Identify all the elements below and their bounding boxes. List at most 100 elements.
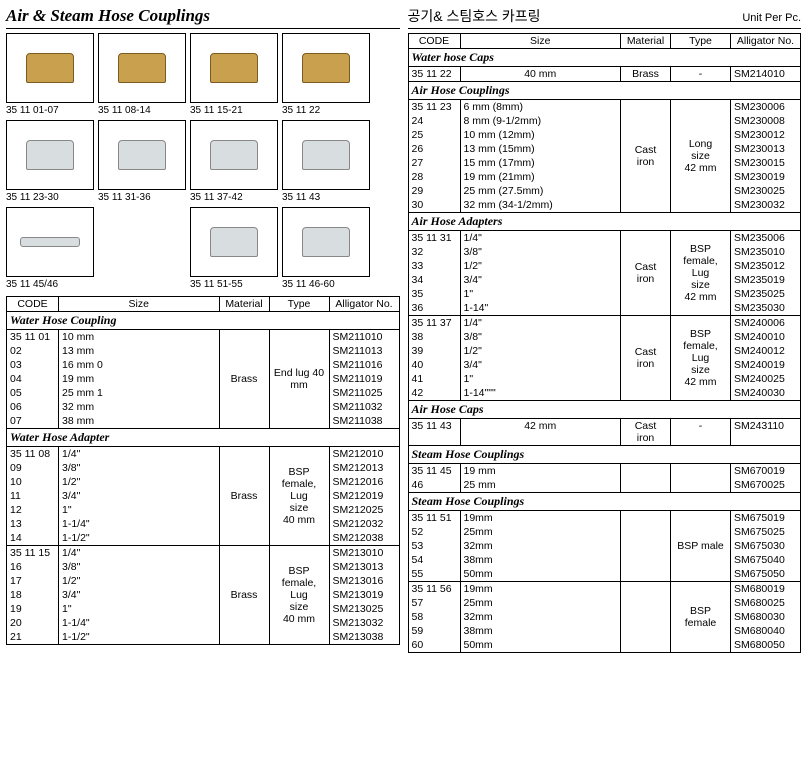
title-english: Air & Steam Hose Couplings — [6, 6, 210, 26]
cell-code: 35 11 43 — [408, 419, 460, 446]
col-code: CODE — [408, 34, 460, 49]
product-cell: 35 11 37-42 — [190, 120, 278, 203]
product-cell: 35 11 23-30 — [6, 120, 94, 203]
steel-icon — [210, 140, 258, 170]
table-row: 0525 mm 1SM211025 — [7, 386, 400, 400]
table-row: 5832mmSM680030 — [408, 610, 801, 624]
cell-code: 35 11 31 — [408, 231, 460, 246]
cell-size: 25 mm — [460, 478, 621, 493]
unit-label: Unit Per Pc. — [742, 12, 801, 24]
cell-alligator: SM213016 — [329, 574, 399, 588]
cell-code: 60 — [408, 638, 460, 653]
cell-size: 38mm — [460, 624, 621, 638]
cell-material — [621, 582, 671, 653]
product-code-label: 35 11 43 — [282, 192, 370, 203]
cell-size: 19mm — [460, 511, 621, 526]
cell-type: BSP male — [671, 511, 731, 582]
left-column: Air & Steam Hose Couplings 35 11 01-0735… — [6, 6, 400, 657]
cell-size: 8 mm (9-1/2mm) — [460, 114, 621, 128]
col-alligator: Alligator No. — [731, 34, 801, 49]
table-row: 4625 mmSM670025 — [408, 478, 801, 493]
cell-alligator: SM675030 — [731, 539, 801, 553]
table-row: 383/8"SM240010 — [408, 330, 801, 344]
cell-alligator: SM670019 — [731, 464, 801, 479]
table-row: 343/4"SM235019 — [408, 273, 801, 287]
table-row: 5225mmSM675025 — [408, 525, 801, 539]
table-row: 391/2"SM240012 — [408, 344, 801, 358]
table-row: 5938mmSM680040 — [408, 624, 801, 638]
product-image-grid: 35 11 01-0735 11 08-1435 11 15-2135 11 2… — [6, 33, 400, 290]
product-cell: 35 11 22 — [282, 33, 370, 116]
cell-alligator: SM213013 — [329, 560, 399, 574]
section-title: Water hose Caps — [408, 49, 801, 67]
cell-code: 59 — [408, 624, 460, 638]
cell-size: 1" — [59, 503, 220, 517]
cell-code: 35 11 15 — [7, 546, 59, 561]
product-code-label: 35 11 37-42 — [190, 192, 278, 203]
cell-code: 40 — [408, 358, 460, 372]
product-icon — [98, 120, 186, 190]
right-column: 공기& 스팀호스 카프링 Unit Per Pc. CODE Size Mate… — [408, 6, 802, 657]
cell-size: 1/4" — [59, 447, 220, 462]
bar-icon — [20, 237, 80, 247]
cell-alligator: SM230012 — [731, 128, 801, 142]
section-header: Steam Hose Couplings — [408, 446, 801, 464]
cell-alligator: SM212038 — [329, 531, 399, 546]
table-row: 093/8"SM212013 — [7, 461, 400, 475]
cell-size: 25mm — [460, 525, 621, 539]
cell-alligator: SM211032 — [329, 400, 399, 414]
cell-size: 1/2" — [59, 475, 220, 489]
cell-alligator: SM240010 — [731, 330, 801, 344]
cell-alligator: SM235010 — [731, 245, 801, 259]
cell-alligator: SM235030 — [731, 301, 801, 316]
cell-alligator: SM230032 — [731, 198, 801, 213]
cell-type: BSP female,Lugsize42 mm — [671, 316, 731, 401]
cell-material: Castiron — [621, 316, 671, 401]
product-cell: 35 11 31-36 — [98, 120, 186, 203]
cell-material: Castiron — [621, 231, 671, 316]
cell-material: Brass — [621, 67, 671, 82]
product-icon — [98, 207, 186, 277]
cell-alligator: SM230015 — [731, 156, 801, 170]
cell-size: 3/4" — [59, 489, 220, 503]
product-icon — [6, 33, 94, 103]
cell-material: Castiron — [621, 100, 671, 213]
cell-code: 24 — [408, 114, 460, 128]
brass-icon — [26, 53, 74, 83]
cell-code: 35 11 08 — [7, 447, 59, 462]
cell-size: 42 mm — [460, 419, 621, 446]
product-cell: 35 11 15-21 — [190, 33, 278, 116]
cell-code: 55 — [408, 567, 460, 582]
cell-code: 29 — [408, 184, 460, 198]
cell-code: 12 — [7, 503, 59, 517]
cell-type: BSP female — [671, 582, 731, 653]
cell-size: 13 mm — [59, 344, 220, 358]
cell-code: 35 — [408, 287, 460, 301]
cell-type: - — [671, 419, 731, 446]
table-row: 0738 mmSM211038 — [7, 414, 400, 429]
table-row: 35 11 236 mm (8mm)CastironLongsize42 mmS… — [408, 100, 801, 115]
cell-size: 16 mm 0 — [59, 358, 220, 372]
steel-icon — [210, 227, 258, 257]
table-row: 351"SM235025 — [408, 287, 801, 301]
section-header: Air Hose Couplings — [408, 82, 801, 100]
product-cell: 35 11 43 — [282, 120, 370, 203]
cell-code: 30 — [408, 198, 460, 213]
product-code-label: 35 11 08-14 — [98, 105, 186, 116]
cell-alligator: SM670025 — [731, 478, 801, 493]
cell-code: 18 — [7, 588, 59, 602]
cell-code: 25 — [408, 128, 460, 142]
cell-type: End lug 40 mm — [269, 330, 329, 429]
cell-code: 35 11 37 — [408, 316, 460, 331]
cell-size: 32mm — [460, 610, 621, 624]
section-header: Air Hose Caps — [408, 401, 801, 419]
table-row: 5438mmSM675040 — [408, 553, 801, 567]
cell-alligator: SM675050 — [731, 567, 801, 582]
cell-alligator: SM235025 — [731, 287, 801, 301]
cell-alligator: SM212032 — [329, 517, 399, 531]
cell-code: 39 — [408, 344, 460, 358]
table-row: 0316 mm 0SM211016 — [7, 358, 400, 372]
cell-size: 10 mm (12mm) — [460, 128, 621, 142]
cell-alligator: SM230025 — [731, 184, 801, 198]
cell-size: 1/2" — [460, 259, 621, 273]
